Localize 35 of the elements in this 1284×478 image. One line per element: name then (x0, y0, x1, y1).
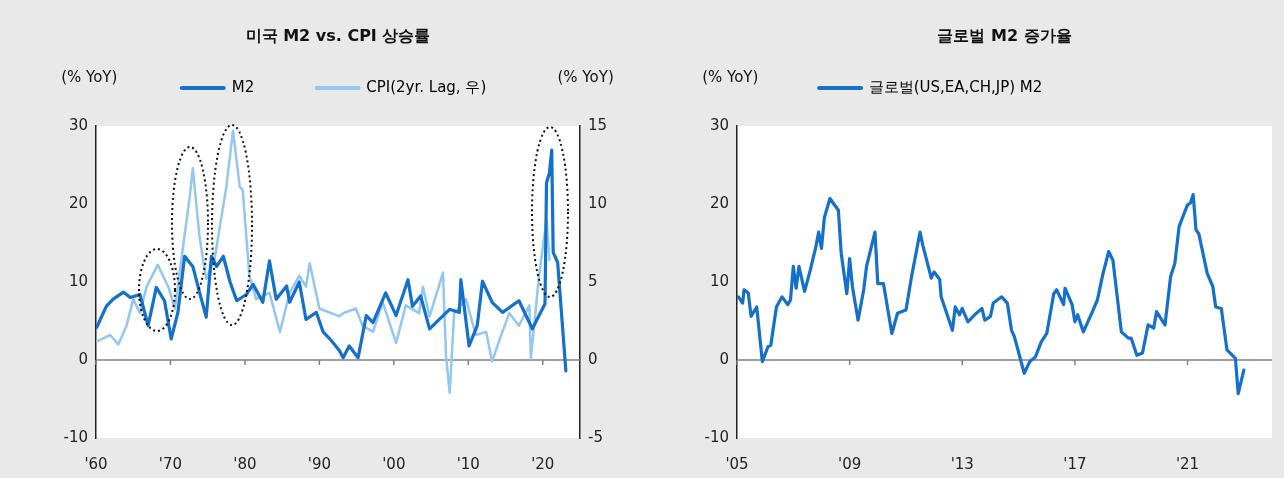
y2-tick-label: 10 (588, 193, 608, 212)
x-tick-label: '00 (382, 454, 406, 473)
y-tick-label: 20 (68, 193, 88, 212)
y2-axis-title: (% YoY) (557, 68, 614, 86)
x-tick-label: '90 (307, 454, 331, 473)
x-tick-label: '05 (725, 454, 749, 473)
x-tick-label: '13 (950, 454, 974, 473)
y-axis-title: (% YoY) (702, 68, 759, 86)
y-tick-label: 30 (68, 115, 88, 134)
x-tick-label: '60 (84, 454, 108, 473)
y2-tick-label: 0 (588, 349, 598, 368)
x-tick-label: '80 (233, 454, 257, 473)
legend-label: M2 (230, 78, 255, 97)
chart-title: 미국 M2 vs. CPI 상승률 (245, 26, 431, 47)
y2-tick-label: -5 (588, 427, 603, 446)
y-tick-label: 20 (709, 193, 729, 212)
x-tick-label: '20 (531, 454, 555, 473)
y2-tick-label: 15 (588, 115, 608, 134)
y-tick-label: 0 (78, 349, 88, 368)
y-tick-label: 10 (709, 271, 729, 290)
y-tick-label: 0 (719, 349, 729, 368)
y-tick-label: 10 (68, 271, 88, 290)
chart-title: 글로벌 M2 증가율 (937, 26, 1072, 47)
legend-label: 글로벌(US,EA,CH,JP) M2 (867, 78, 1043, 97)
y2-tick-label: 5 (588, 271, 598, 290)
y-tick-label: -10 (63, 427, 88, 446)
x-tick-label: '21 (1175, 454, 1200, 473)
y-tick-label: -10 (704, 427, 729, 446)
y-axis-title: (% YoY) (61, 68, 118, 86)
x-tick-label: '70 (158, 454, 183, 473)
legend-label: CPI(2yr. Lag, 우) (365, 78, 487, 97)
x-tick-label: '09 (838, 454, 862, 473)
y-tick-label: 30 (709, 115, 729, 134)
x-tick-label: '17 (1063, 454, 1087, 473)
x-tick-label: '10 (456, 454, 480, 473)
